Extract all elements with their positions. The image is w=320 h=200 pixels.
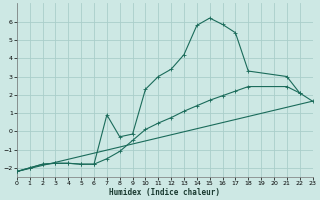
X-axis label: Humidex (Indice chaleur): Humidex (Indice chaleur) <box>109 188 220 197</box>
